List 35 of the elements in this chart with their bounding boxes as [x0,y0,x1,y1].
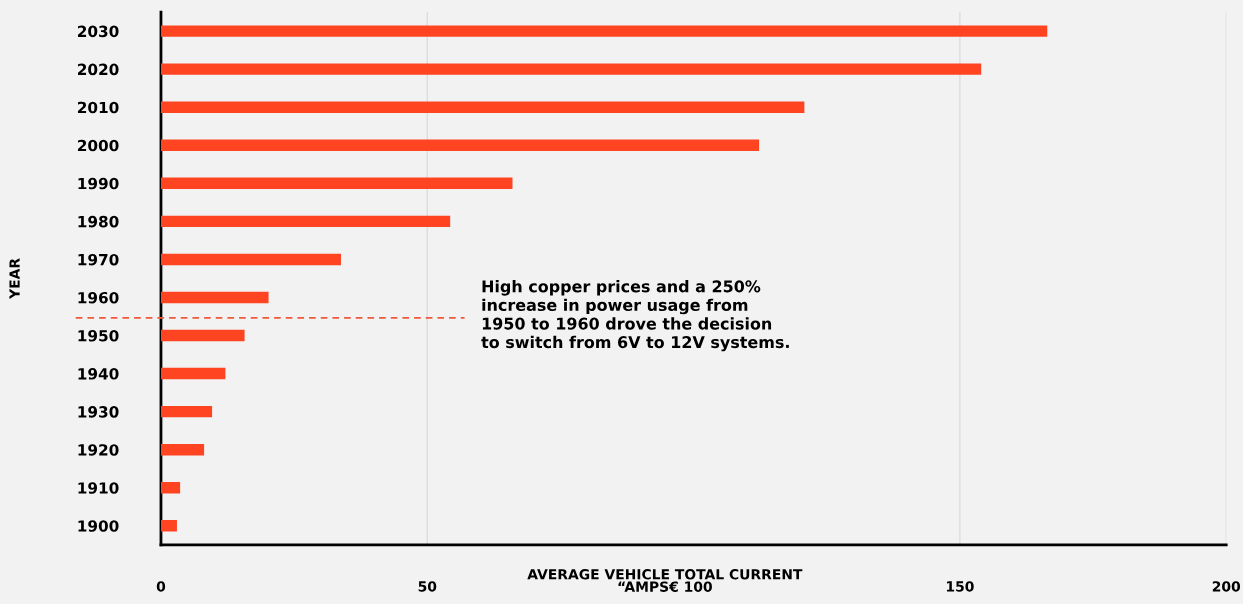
y-tick-label: 1960 [78,291,119,304]
x-tick-label: 200 [1212,581,1241,592]
bar [160,215,451,228]
y-tick-label: 2010 [77,101,119,114]
annotation: High copper prices and a 250% increase in power usage from 1950 to 1960 drove the decision to switch from 6V to 12V systems. [481,280,789,352]
bar [160,291,269,304]
x-tick-label: 0 [156,581,166,592]
y-tick-label: 1930 [78,406,119,418]
bar [160,25,1048,37]
bar [160,520,177,532]
bar [160,63,982,75]
bar [160,443,205,456]
x-tick-label: 150 [946,581,974,592]
y-tick-label: 1910 [78,482,119,494]
y-tick-label: 1940 [78,368,119,380]
bar [160,177,513,190]
y-axis-title: YEAR [9,258,20,300]
y-tick-label: 1900 [78,520,119,532]
y-tick-label: 2030 [77,25,119,38]
x-tick-label: 50 [418,581,437,592]
bar [160,405,213,418]
bar [160,482,181,494]
y-tick-label: 1920 [78,444,119,456]
bar [160,253,341,266]
y-tick-label: 1970 [78,253,119,266]
bar [160,139,760,151]
bar [160,367,226,380]
bar [160,101,805,113]
bar [160,329,245,342]
y-tick-label: 1990 [78,177,119,190]
y-tick-label: 1980 [78,215,119,228]
y-tick-label: 1950 [78,329,119,342]
y-tick-label: 2000 [77,139,119,152]
y-tick-label: 2020 [77,63,119,76]
x-axis-title: AVERAGE VEHICLE TOTAL CURRENT “AMPS€ 100 [527,569,803,592]
